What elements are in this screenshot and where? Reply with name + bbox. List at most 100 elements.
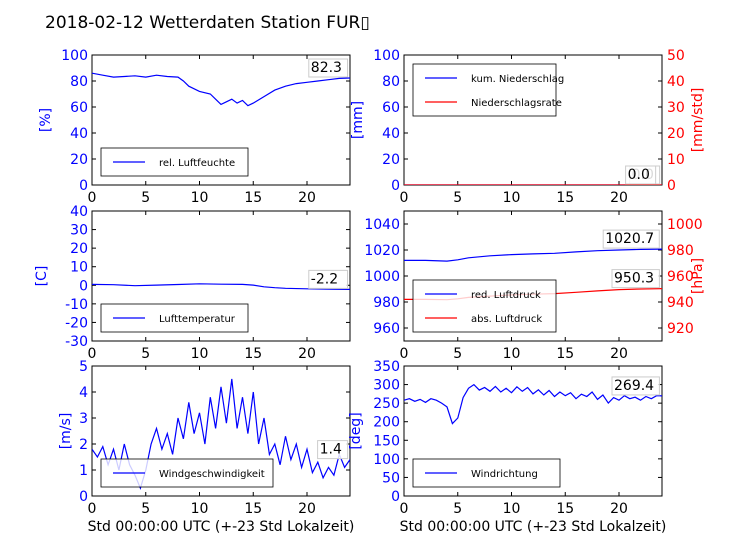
y-axis-label: [%]: [38, 108, 54, 132]
y-tick-label: 20: [382, 152, 400, 168]
chart-pressure: 0 5 10 15 20 960 980 1000 1020 1040 920 940 960 980 10…: [364, 210, 706, 362]
x-tick-label: 10: [503, 346, 521, 362]
x-axis-label: Std 00:00:00 UTC (+-23 Std Lokalzeit): [400, 519, 667, 535]
x-tick-label: 5: [141, 190, 150, 206]
y-tick-label: 0: [391, 489, 400, 505]
x-tick-label: 15: [556, 190, 574, 206]
x-tick-label: 10: [503, 190, 521, 206]
y-tick-label: 20: [70, 241, 88, 257]
last-value-label: 0.0: [628, 167, 650, 183]
y2-tick-label: 50: [667, 48, 685, 64]
y-tick-label: 40: [382, 126, 400, 142]
x-tick-label: 0: [88, 190, 97, 206]
y-tick-label: 250: [373, 396, 400, 412]
last-value-label-bg: [602, 229, 660, 249]
last-value-label-bg: [308, 269, 349, 289]
figure-title: 2018-02-12 Wetterdaten Station FUR▯: [45, 13, 370, 33]
y2-tick-label: 960: [667, 269, 694, 285]
y-tick-label: 980: [373, 295, 400, 311]
x-tick-label: 10: [191, 346, 209, 362]
y-tick-label: -30: [65, 334, 88, 350]
series-line-0: [92, 72, 350, 107]
x-tick-label: 15: [556, 501, 574, 517]
legend-label: Windrichtung: [471, 469, 538, 480]
series-line-0: [404, 248, 662, 262]
x-tick-label: 20: [610, 346, 628, 362]
x-tick-label: 5: [453, 346, 462, 362]
x-tick-label: 20: [298, 190, 316, 206]
legend-box: [100, 147, 249, 177]
chart-windspeed: 0 5 10 15 20 0 1 2 3 4 5 [m/s] Std 00:00:00 UTC (+-2…: [58, 359, 354, 535]
y-tick-label: 4: [79, 385, 88, 401]
legend-label: Windgeschwindigkeit: [159, 469, 265, 480]
y-tick-label: 40: [70, 126, 88, 142]
y-tick-label: 3: [79, 411, 88, 427]
legend-label: kum. Niederschlag: [471, 74, 564, 85]
x-tick-label: 20: [298, 346, 316, 362]
last-value-label: 269.4: [614, 378, 654, 394]
y-tick-label: 100: [61, 48, 88, 64]
y-tick-label: 1: [79, 463, 88, 479]
y2-tick-label: 940: [667, 295, 694, 311]
last-value-label: 950.3: [614, 271, 654, 287]
y2-tick-label: 40: [667, 74, 685, 90]
x-tick-label: 20: [610, 190, 628, 206]
y-tick-label: 80: [70, 74, 88, 90]
last-value-label: 1.4: [320, 442, 342, 458]
last-value-label-bg: [611, 269, 660, 289]
x-tick-label: 5: [141, 501, 150, 517]
x-tick-label: 10: [191, 190, 209, 206]
legend-label: abs. Luftdruck: [471, 314, 542, 325]
y2-tick-label: 20: [667, 126, 685, 142]
x-tick-label: 5: [141, 346, 150, 362]
y2-tick-label: 920: [667, 321, 694, 337]
y-tick-label: -10: [65, 297, 88, 313]
y-tick-label: 350: [373, 359, 400, 375]
y-tick-label: 200: [373, 415, 400, 431]
y-tick-label: 150: [373, 433, 400, 449]
legend-label: Niederschlagsrate: [471, 98, 562, 109]
legend-label: red. Luftdruck: [471, 290, 541, 301]
y-tick-label: 30: [70, 223, 88, 239]
y-axis-label: [deg]: [348, 412, 364, 449]
y2-axis-label: [hPa]: [690, 258, 706, 294]
x-tick-label: 20: [298, 501, 316, 517]
x-tick-label: 0: [400, 346, 409, 362]
y-tick-label: 0: [79, 278, 88, 294]
x-tick-label: 15: [244, 190, 262, 206]
y-tick-label: 80: [382, 74, 400, 90]
chart-humidity: 0 5 10 15 20 0 20 40 60 80 100 [%] rel. Luftfeuchte 8…: [38, 48, 351, 206]
x-tick-label: 15: [244, 346, 262, 362]
legend-box: [100, 303, 249, 333]
y-tick-label: 60: [70, 100, 88, 116]
y-tick-label: 1020: [364, 243, 400, 259]
y-tick-label: 1000: [364, 269, 400, 285]
x-tick-label: 20: [610, 501, 628, 517]
y-tick-label: 0: [79, 178, 88, 194]
y-tick-label: 0: [391, 178, 400, 194]
y-tick-label: 1040: [364, 217, 400, 233]
y-tick-label: 50: [382, 470, 400, 486]
series-line-0: [404, 383, 662, 425]
x-tick-label: 5: [453, 190, 462, 206]
last-value-label-bg: [317, 440, 349, 460]
x-tick-label: 10: [503, 501, 521, 517]
last-value-label: 1020.7: [605, 231, 654, 247]
y2-tick-label: 30: [667, 100, 685, 116]
series-line-0: [92, 283, 350, 290]
last-value-label-bg: [611, 376, 660, 396]
y-axis-label: [m/s]: [58, 413, 74, 450]
last-value-label-bg: [625, 165, 657, 185]
y2-tick-label: 10: [667, 152, 685, 168]
x-tick-label: 5: [453, 501, 462, 517]
y-axis-label: [C]: [34, 266, 50, 287]
legend-box: [412, 279, 557, 333]
x-tick-label: 15: [556, 346, 574, 362]
x-tick-label: 0: [88, 501, 97, 517]
chart-precipitation: 0 5 10 15 20 0 20 40 60 80 100 0 10 20 30 40 50 [mm/std] […: [350, 48, 706, 206]
x-tick-label: 0: [88, 346, 97, 362]
x-tick-label: 0: [400, 190, 409, 206]
last-value-label-bg: [308, 58, 349, 78]
